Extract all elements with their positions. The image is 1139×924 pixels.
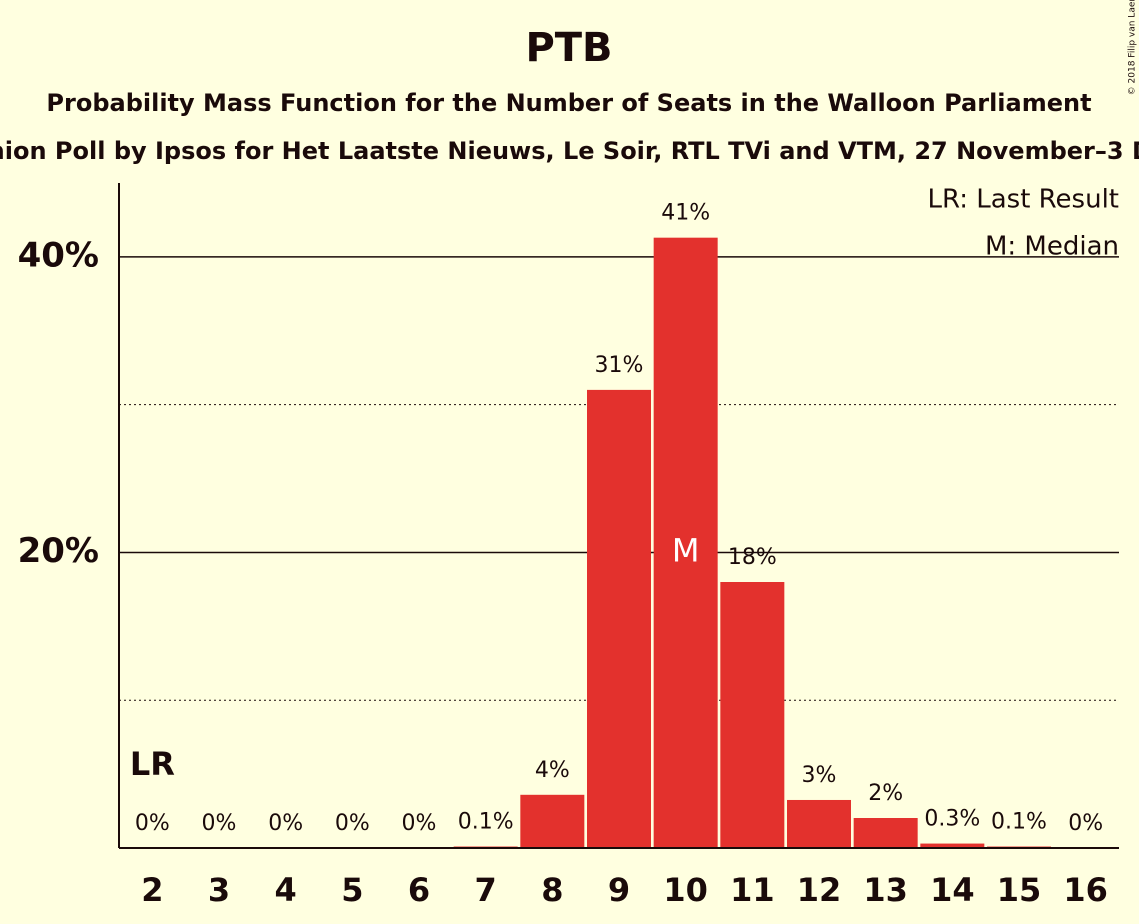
value-label: 4% <box>535 758 570 783</box>
value-label: 3% <box>802 763 837 788</box>
x-tick-label: 11 <box>730 871 775 909</box>
value-label: 0.3% <box>924 807 980 832</box>
value-label: 2% <box>868 781 903 806</box>
value-label: 0% <box>1068 811 1103 836</box>
x-tick-label: 8 <box>541 871 563 909</box>
value-label: 18% <box>728 545 777 570</box>
bar <box>720 582 785 848</box>
x-tick-label: 12 <box>797 871 842 909</box>
value-label: 0% <box>135 811 170 836</box>
y-tick-label: 20% <box>18 531 99 571</box>
x-tick-label: 5 <box>341 871 363 909</box>
x-tick-label: 13 <box>863 871 908 909</box>
bar <box>653 237 718 848</box>
x-tick-label: 10 <box>663 871 708 909</box>
bar <box>587 389 651 848</box>
y-tick-label: 40% <box>18 235 99 275</box>
median-marker: M <box>672 531 700 569</box>
value-label: 0% <box>268 811 303 836</box>
copyright: © 2018 Filip van Laenen <box>1128 0 1138 95</box>
x-tick-label: 4 <box>275 871 297 909</box>
bar <box>520 794 585 848</box>
value-label: 0% <box>402 811 437 836</box>
chart-subtitle: Probability Mass Function for the Number… <box>46 89 1091 117</box>
x-tick-label: 16 <box>1063 871 1108 909</box>
bar <box>920 843 985 848</box>
x-tick-label: 15 <box>997 871 1042 909</box>
value-label: 0% <box>335 811 370 836</box>
last-result-marker: LR <box>130 745 175 783</box>
x-tick-label: 3 <box>208 871 230 909</box>
value-label: 0% <box>202 811 237 836</box>
x-tick-label: 7 <box>475 871 497 909</box>
x-tick-label: 2 <box>141 871 163 909</box>
bar <box>787 799 851 848</box>
chart-title: PTB <box>525 25 612 71</box>
value-label: 31% <box>595 353 644 378</box>
x-tick-label: 9 <box>608 871 630 909</box>
value-label: 0.1% <box>991 810 1047 835</box>
legend-entry: M: Median <box>985 232 1119 262</box>
x-tick-label: 14 <box>930 871 975 909</box>
x-tick-label: 6 <box>408 871 430 909</box>
chart-subtitle: Opinion Poll by Ipsos for Het Laatste Ni… <box>0 137 1139 165</box>
legend-entry: LR: Last Result <box>927 185 1119 215</box>
value-label: 41% <box>661 201 710 226</box>
bar <box>853 818 918 848</box>
value-label: 0.1% <box>458 810 514 835</box>
